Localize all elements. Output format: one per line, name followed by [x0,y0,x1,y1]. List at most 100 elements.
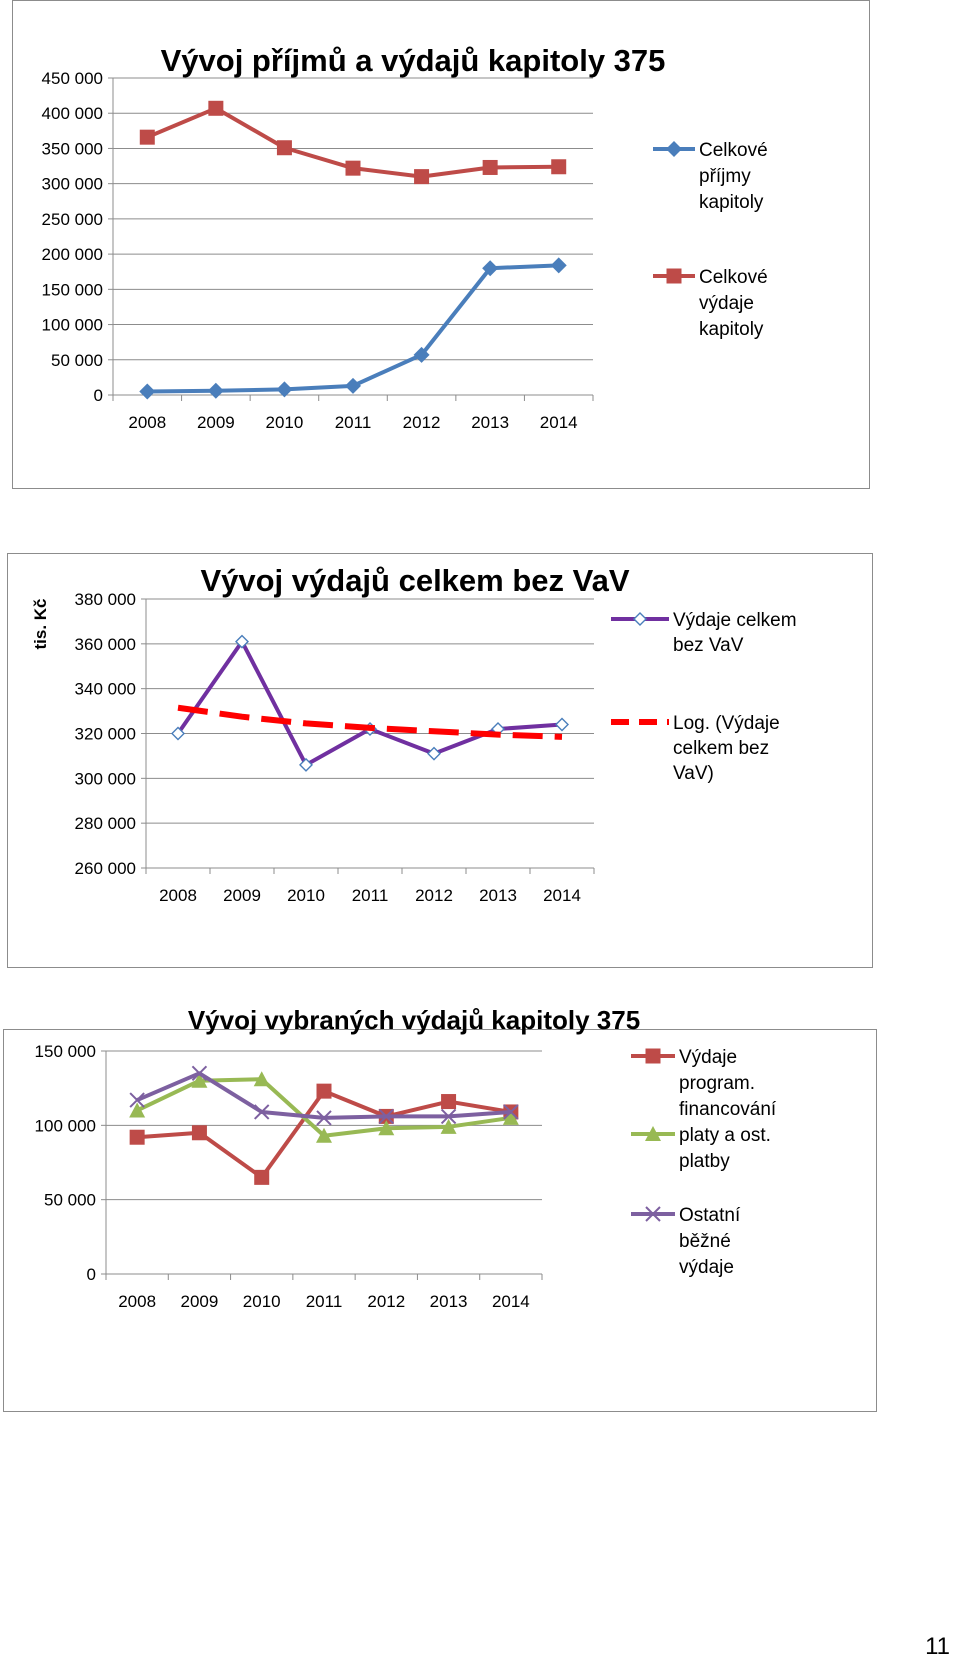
chart-2-legend-label-2: VaV) [673,763,714,784]
chart-2-series-1-point [299,757,313,772]
chart-1-series-1-point [276,381,293,398]
chart-3-legend-label-3: běžné [679,1231,731,1252]
chart-2-legend-item-1: Výdaje celkem bez VaV [611,610,797,656]
chart-1-legend-item-1: Celkové příjmy kapitoly [653,140,768,213]
chart-3-x-tick-label: 2012 [367,1292,405,1311]
chart-2-y-tick-label: 320 000 [75,725,136,744]
chart-1-x-tick-label: 2014 [540,413,578,432]
chart-1-y-tick-label: 400 000 [42,104,103,123]
chart-3-legend-item-1: Výdaje program. financování [631,1047,777,1120]
chart-3-series-1-point [191,1125,207,1141]
chart-1-y-tick-label: 0 [94,386,103,405]
chart-2-y-tick-label: 280 000 [75,814,136,833]
chart-1-panel: Vývoj příjmů a výdajů kapitoly 375 0 50 00… [12,0,870,489]
chart-2-series-1-point [171,726,185,741]
chart-3-series-1-point [441,1094,457,1110]
chart-3-panel: Vývoj vybraných výdajů kapitoly 375 0 50 0… [3,1005,877,1412]
chart-2-series-2 [177,704,563,740]
chart-1-x-tick-label: 2013 [471,413,509,432]
chart-1-series-1-point [345,377,361,394]
chart-3-title: Vývoj vybraných výdajů kapitoly 375 [188,1005,640,1035]
chart-1-series-2-point [551,159,567,175]
chart-1-y-tick-label: 150 000 [42,280,103,299]
chart-2-legend-label-2: celkem bez [673,738,769,759]
chart-3-series-3-point [440,1108,457,1125]
chart-1-x-tick-label: 2012 [403,413,441,432]
chart-3-series-2-point [191,1072,208,1088]
chart-3-x-tick-label: 2014 [492,1292,530,1311]
chart-1-series-1 [139,257,567,400]
chart-2-series-1-point [555,717,569,732]
chart-3-legend-marker-1 [645,1048,661,1064]
chart-2-y-tick-label: 360 000 [75,635,136,654]
chart-3-x-tick-label: 2010 [243,1292,281,1311]
chart-3-y-tick-label: 100 000 [35,1116,96,1135]
chart-1-series-2-point [414,169,430,185]
chart-2-y-axis-title: tis. Kč [31,598,50,649]
chart-3-legend-label-1: program. [679,1073,755,1094]
chart-1-series-1-point [550,257,567,274]
chart-3-legend-label-1: Výdaje [679,1047,737,1068]
chart-3-legend-item-2: platy a ost. platby [631,1125,771,1172]
chart-1-x-tick-label: 2009 [197,413,235,432]
chart-3-legend-label-2: platby [679,1151,730,1172]
chart-3-x-tick-label: 2011 [306,1292,343,1311]
chart-2-y-tick-label: 260 000 [75,859,136,878]
chart-1-legend-item-2: Celkové výdaje kapitoly [653,267,768,340]
chart-1-series-1-point [207,382,224,399]
chart-3-series-2-point [440,1118,457,1134]
chart-3-series-3-point [378,1108,394,1125]
chart-3-x-tick-label: 2009 [181,1292,219,1311]
chart-3-x-tick-label: 2013 [430,1292,468,1311]
chart-2-legend-item-2: Log. (Výdaje celkem bez VaV) [611,713,780,784]
chart-3-series-3-point [503,1104,519,1120]
chart-2-title: Vývoj výdajů celkem bez VaV [200,563,629,598]
chart-3-legend-label-3: výdaje [679,1257,734,1278]
chart-2-legend-marker-1 [633,612,647,626]
chart-2-series-1-point [427,746,441,761]
chart-2-y-tick-label: 300 000 [75,769,136,788]
chart-3-series-3-point [191,1065,208,1082]
chart-3-legend-label-2: platy a ost. [679,1125,771,1146]
chart-2-series-1-point [235,634,249,649]
chart-1-legend-marker-2 [666,268,682,284]
chart-1-series-1-point [413,346,430,363]
chart-2-legend-label-2: Log. (Výdaje [673,713,780,734]
chart-1-series-2-point [482,159,498,175]
chart-2-x-tick-label: 2009 [223,886,261,905]
chart-1-series-2-point [345,160,361,176]
chart-2-legend-label-1: bez VaV [673,635,744,656]
chart-1-legend-label-2: výdaje [699,293,754,314]
chart-1-legend-marker-1 [666,141,682,157]
chart-1-title: Vývoj příjmů a výdajů kapitoly 375 [161,43,666,78]
chart-2-y-tick-label: 340 000 [75,680,136,699]
chart-1-legend-label-1: příjmy [699,166,751,187]
chart-3-y-tick-label: 0 [87,1265,96,1284]
chart-3-legend-item-3: Ostatní běžné výdaje [631,1205,741,1278]
chart-1-y-tick-label: 250 000 [42,210,103,229]
chart-3-series-3-point [316,1110,332,1126]
chart-2-panel: Vývoj výdajů celkem bez VaV tis. Kč 260 00… [7,553,873,968]
chart-1-series-1-point [139,383,156,400]
chart-1-svg: Vývoj příjmů a výdajů kapitoly 375 0 50 00… [42,43,768,432]
chart-1-legend-label-1: kapitoly [699,192,764,213]
chart-1-y-tick-label: 200 000 [42,245,103,264]
chart-2-x-tick-label: 2010 [287,886,325,905]
chart-3-series-2-point [378,1120,395,1136]
chart-1-series-2-point [276,140,292,156]
chart-1-series-2-point [208,100,224,116]
chart-1-series-2 [139,100,567,185]
chart-1-x-tick-label: 2008 [128,413,166,432]
chart-3-series-2-point [253,1071,270,1087]
chart-1-legend-label-2: Celkové [699,267,768,288]
chart-3-series-2 [129,1071,519,1143]
chart-1-series-1-line [147,263,559,394]
chart-2-x-tick-label: 2014 [543,886,581,905]
chart-3-series-3-point [254,1104,270,1120]
chart-1-x-tick-label: 2010 [266,413,304,432]
chart-1-y-tick-label: 100 000 [42,316,103,335]
chart-3-series-1-point [129,1129,145,1145]
chart-2-series-1-line [176,639,563,767]
chart-3-series-3 [129,1065,519,1126]
chart-3-series-1-point [254,1169,270,1185]
